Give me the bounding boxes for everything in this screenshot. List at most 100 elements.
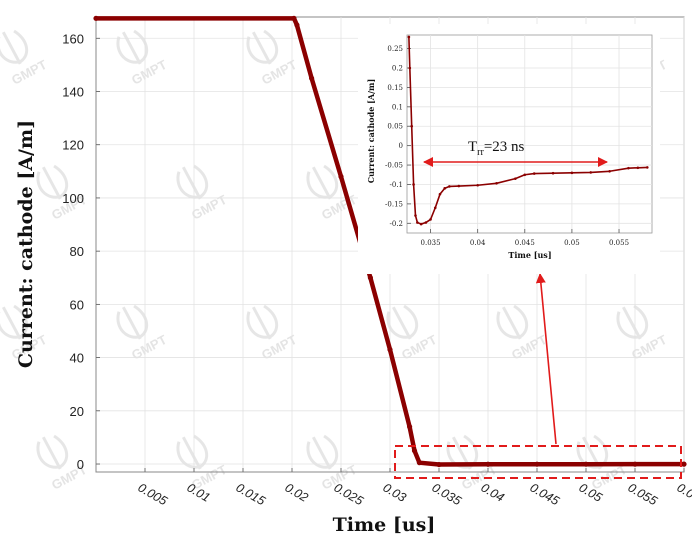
- inset-y-tick-label: 0.2: [392, 65, 403, 73]
- inset-x-tick-label: 0.045: [515, 239, 535, 247]
- inset-x-tick-label: 0.035: [421, 239, 441, 247]
- trr-label-value: =23 ns: [484, 139, 525, 155]
- main-y-tick-label: 20: [70, 404, 84, 419]
- inset-y-tick-label: 0.05: [387, 123, 403, 131]
- main-data-point: [681, 461, 687, 467]
- inset-y-tick-label: 0: [399, 142, 403, 150]
- inset-x-ticks: 0.035 0.04 0.045 0.05 0.055: [421, 229, 629, 247]
- watermark-logo-icon: [176, 164, 209, 200]
- watermark: GMPT: [616, 304, 669, 363]
- main-y-ticks: 0 20 40 60 80 100 120 140 160: [62, 31, 100, 472]
- inset-data-point: [476, 183, 479, 187]
- inset-plot: 0.25 0.2 0.15 0.1 0.05 0 -0.05 -0.1 -0.15 -0.2 0.…: [358, 24, 660, 274]
- main-y-axis-title: Current: cathode [A/m]: [15, 120, 37, 368]
- main-y-tick-label: 0: [77, 457, 84, 472]
- inset-data-point: [433, 206, 437, 210]
- inset-data-point: [424, 221, 428, 224]
- trr-label-main: T: [468, 139, 477, 155]
- main-x-axis-title: Time [us]: [333, 514, 436, 536]
- inset-data-point: [448, 185, 451, 188]
- watermark-logo-icon: [446, 434, 479, 470]
- inset-data-point: [570, 171, 574, 175]
- inset-y-tick-label: 0.1: [392, 103, 403, 111]
- zoom-highlight-box: [394, 445, 682, 479]
- watermark: GMPT: [116, 304, 169, 363]
- inset-data-point: [636, 166, 640, 170]
- watermark-logo-icon: [116, 29, 149, 65]
- watermark: GMPT: [246, 304, 299, 363]
- inset-data-point: [523, 173, 527, 177]
- inset-y-tick-label: 0.25: [387, 45, 403, 53]
- inset-data-point: [438, 192, 442, 196]
- inset-x-axis-title: Time [us]: [508, 250, 551, 260]
- inset-data-point: [627, 166, 630, 170]
- watermark-logo-icon: [116, 304, 149, 340]
- watermark-logo-icon: [576, 434, 609, 470]
- inset-data-point: [412, 183, 415, 186]
- main-x-tick-label: 0.005: [136, 480, 170, 508]
- main-x-tick-label: 0.045: [528, 480, 562, 508]
- inset-data-point: [457, 184, 461, 188]
- watermark-logo-icon: [386, 304, 419, 340]
- main-series: [93, 15, 687, 468]
- inset-data-point: [589, 171, 593, 174]
- watermark-logo-icon: [176, 434, 209, 470]
- inset-data-point: [408, 66, 412, 70]
- watermark: GMPT: [496, 304, 549, 363]
- watermark: GMPT: [116, 29, 169, 88]
- inset-x-tick-label: 0.04: [470, 239, 486, 247]
- main-x-tick-label: 0.02: [283, 480, 311, 504]
- main-x-tick-label: 0.06: [675, 480, 692, 504]
- watermark-logo-icon: [0, 29, 29, 65]
- main-x-tick-label: 0.035: [430, 480, 464, 508]
- main-x-tick-label: 0.04: [479, 480, 507, 504]
- main-data-point: [534, 461, 540, 467]
- inset-data-point: [495, 182, 498, 185]
- inset-data-point: [416, 221, 419, 224]
- main-y-tick-label: 40: [70, 351, 84, 366]
- inset-x-tick-label: 0.055: [609, 239, 629, 247]
- main-y-tick-label: 100: [62, 191, 84, 206]
- inset-background: [358, 24, 660, 274]
- zoom-pointer-arrow: [535, 273, 557, 445]
- main-y-tick-label: 120: [62, 138, 84, 153]
- inset-y-tick-label: 0.15: [387, 84, 403, 92]
- main-y-tick-label: 80: [70, 244, 84, 259]
- inset-data-point: [443, 187, 446, 190]
- main-x-tick-label: 0.03: [381, 480, 409, 504]
- watermark-logo-icon: [246, 29, 279, 65]
- inset-y-tick-label: -0.2: [390, 220, 404, 228]
- main-y-tick-label: 140: [62, 85, 84, 100]
- inset-series: [407, 35, 649, 226]
- main-series-line: [93, 16, 687, 467]
- watermark-logo-icon: [0, 304, 29, 340]
- main-data-point: [367, 275, 373, 281]
- main-data-point: [407, 424, 413, 430]
- inset-y-tick-label: -0.05: [385, 162, 403, 170]
- inset-data-point: [429, 218, 432, 221]
- main-data-point: [291, 15, 297, 21]
- watermark-logo-icon: [306, 434, 339, 470]
- watermark: GMPT: [176, 434, 229, 493]
- inset-plot-frame: [406, 34, 653, 234]
- main-data-point: [436, 461, 442, 468]
- main-data-point: [309, 75, 315, 81]
- inset-y-ticks: 0.25 0.2 0.15 0.1 0.05 0 -0.05 -0.1 -0.15 -0.2: [385, 45, 411, 228]
- watermark-logo-icon: [246, 304, 279, 340]
- inset-data-point: [419, 222, 423, 226]
- main-data-point: [294, 22, 300, 28]
- main-y-tick-label: 160: [62, 31, 84, 46]
- inset-data-point: [407, 35, 411, 39]
- watermark: GMPT: [306, 434, 359, 493]
- main-data-point: [411, 448, 418, 454]
- watermark-logo-icon: [36, 164, 69, 200]
- watermark: GMPT: [36, 164, 89, 223]
- watermark-logo-icon: [496, 304, 529, 340]
- main-x-tick-label: 0.025: [332, 480, 366, 508]
- inset-data-point: [410, 124, 414, 128]
- trr-label: Trr=23 ns: [468, 139, 525, 158]
- watermark-logo-icon: [36, 434, 69, 470]
- main-data-point: [583, 461, 589, 467]
- watermark-logo-icon: [306, 164, 339, 200]
- inset-data-point: [414, 214, 417, 217]
